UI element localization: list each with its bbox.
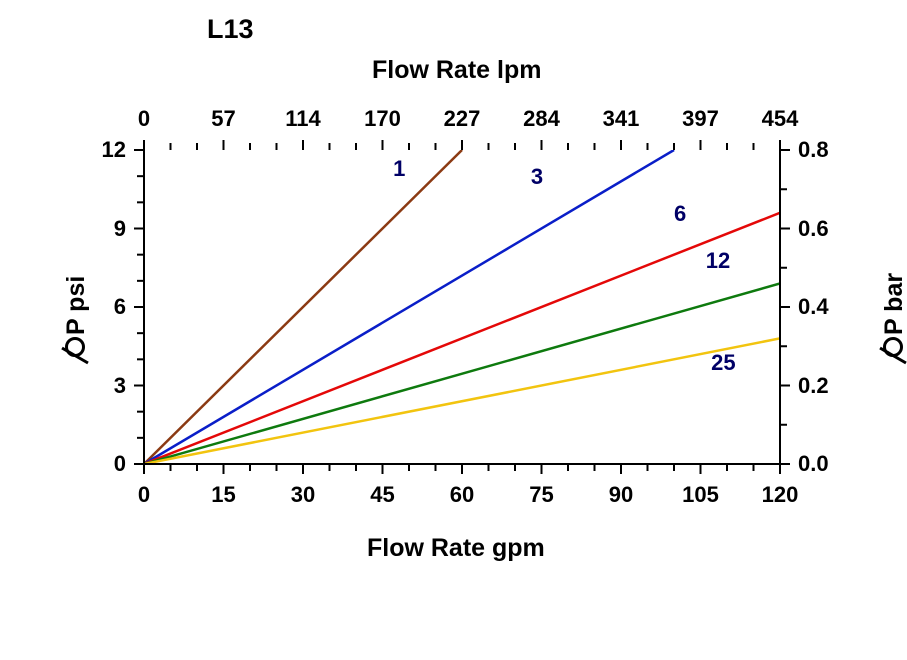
tick-label: 3 — [114, 373, 126, 399]
tick-label: 60 — [450, 482, 474, 508]
tick-label: 9 — [114, 216, 126, 242]
series-label: 6 — [674, 201, 686, 227]
tick-label: 0.6 — [798, 216, 829, 242]
tick-label: 15 — [211, 482, 235, 508]
series-line — [144, 283, 780, 464]
series-label: 1 — [393, 156, 405, 182]
tick-label: 57 — [211, 106, 235, 132]
tick-label: 227 — [444, 106, 481, 132]
tick-label: 397 — [682, 106, 719, 132]
tick-label: 341 — [603, 106, 640, 132]
series-line — [144, 338, 780, 464]
series-label: 3 — [531, 164, 543, 190]
tick-label: 284 — [523, 106, 560, 132]
tick-label: 30 — [291, 482, 315, 508]
tick-label: 0 — [138, 106, 150, 132]
tick-label: 75 — [529, 482, 553, 508]
series-line — [144, 213, 780, 464]
tick-label: 0.2 — [798, 373, 829, 399]
tick-label: 120 — [762, 482, 799, 508]
tick-label: 90 — [609, 482, 633, 508]
tick-label: 454 — [762, 106, 799, 132]
tick-label: 0 — [114, 451, 126, 477]
tick-label: 0 — [138, 482, 150, 508]
tick-label: 105 — [682, 482, 719, 508]
chart-svg — [0, 0, 907, 660]
chart-container: L13 Flow Rate lpm Flow Rate gpm P psi P … — [0, 0, 907, 660]
tick-label: 0.8 — [798, 137, 829, 163]
series-label: 12 — [706, 248, 730, 274]
tick-label: 0.0 — [798, 451, 829, 477]
tick-label: 12 — [102, 137, 126, 163]
tick-label: 170 — [364, 106, 401, 132]
tick-label: 0.4 — [798, 294, 829, 320]
tick-label: 114 — [285, 106, 321, 132]
tick-label: 6 — [114, 294, 126, 320]
tick-label: 45 — [370, 482, 394, 508]
series-line — [144, 150, 462, 464]
series-line — [144, 150, 674, 464]
series-label: 25 — [711, 350, 735, 376]
